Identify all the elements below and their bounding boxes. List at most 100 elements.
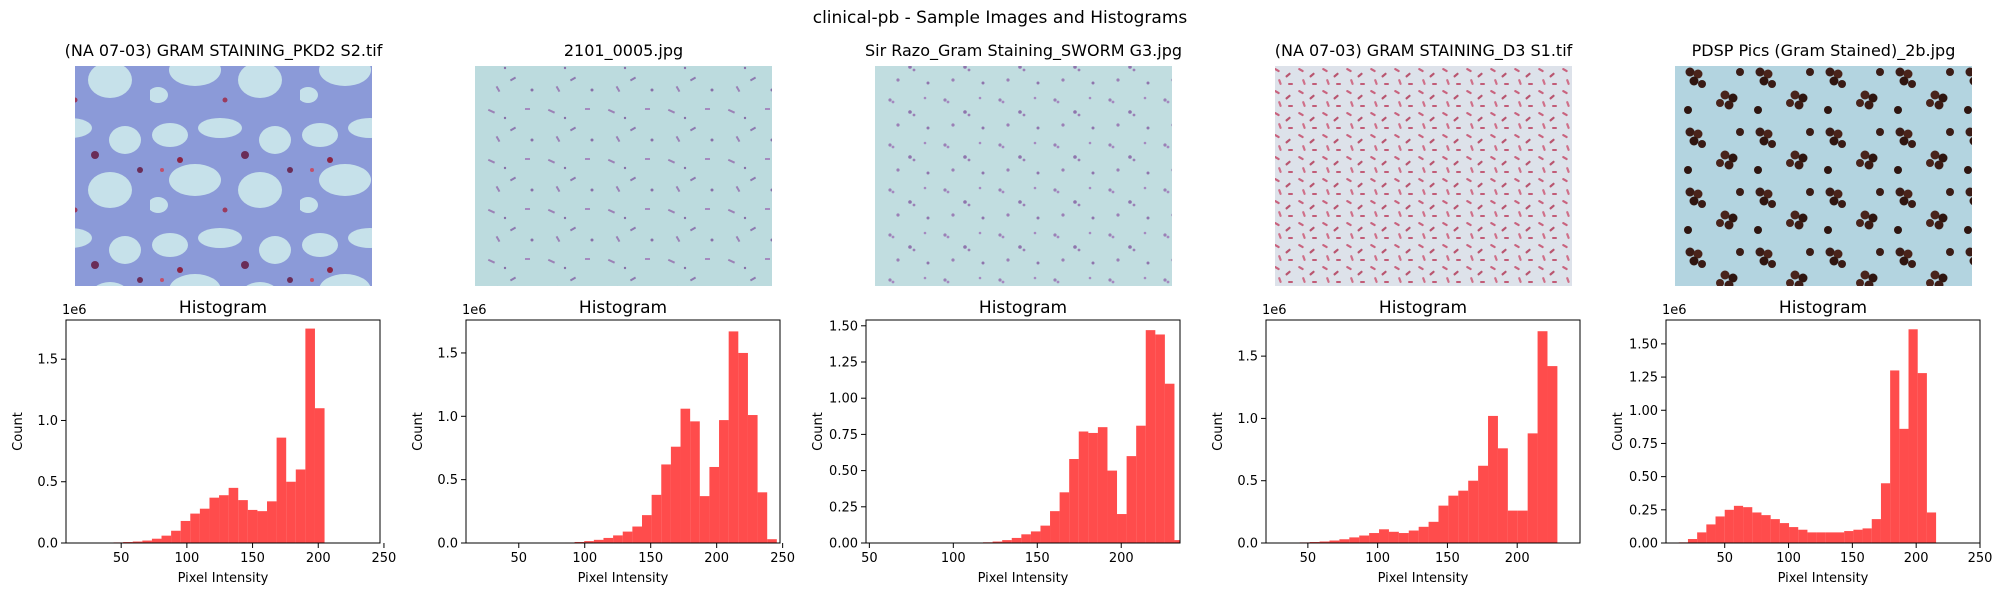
panel-4-histogram-bar — [1369, 533, 1380, 543]
panel-4-histogram-bar — [1339, 539, 1350, 543]
panel-4-x-tick-label: 200 — [1505, 551, 1530, 566]
panel-1-histogram-bar — [286, 481, 296, 543]
panel-1-y-tick-label: 1.5 — [37, 353, 58, 368]
panel-5-histogram-title: Histogram — [1779, 298, 1867, 318]
panel-2-histogram-title: Histogram — [579, 298, 667, 318]
panel-5-histogram-bar — [1724, 509, 1734, 543]
panel-5-histogram-bar — [1890, 370, 1900, 543]
panel-3-axes-frame — [865, 319, 1181, 544]
panel-2-x-axis-label: Pixel Intensity — [578, 571, 669, 586]
panel-5-x-tick-label: 200 — [1904, 551, 1929, 566]
panel-2-histogram-bar — [641, 515, 652, 543]
panel-2-x-tick-label: 250 — [770, 551, 795, 566]
panel-3-histogram-bar — [1002, 540, 1012, 543]
panel-3-histogram-bar — [1078, 431, 1089, 543]
panel-5-histogram-bar — [1807, 532, 1817, 543]
panel-1-x-tick-label: 200 — [306, 551, 331, 566]
panel-4-histogram-bar — [1527, 433, 1538, 543]
panel-2-histogram-bar — [593, 539, 604, 543]
panel-1-histogram-bar — [132, 541, 143, 543]
panel-2-histogram-bar — [632, 526, 642, 543]
panel-1-x-axis-label: Pixel Intensity — [178, 571, 269, 586]
panel-5-histogram-bar — [1770, 519, 1780, 543]
panel-1-histogram-bar — [190, 513, 200, 543]
panel-4-x-tick-label: 50 — [1300, 551, 1317, 566]
panel-4-sample-image — [1275, 66, 1572, 286]
panel-4-histogram-bar — [1329, 540, 1340, 543]
panel-2-axes-frame — [465, 319, 781, 544]
panel-2-y-tick-label: 1.5 — [437, 346, 458, 361]
panel-3-y-tick-label: 0.00 — [829, 537, 858, 552]
panel-3-y-tick-label: 0.25 — [829, 500, 858, 515]
panel-4-y-tick-label: 1.5 — [1237, 350, 1258, 365]
panel-2-histogram-bar — [757, 492, 768, 543]
panel-2-y-tick-label: 0.0 — [437, 537, 458, 552]
panel-5-y-tick-label: 0.25 — [1629, 503, 1658, 518]
panel-1-histogram-bar — [228, 487, 239, 543]
panel-1-offset-label: 1e6 — [62, 303, 87, 318]
panel-3-x-tick-label: 200 — [1109, 551, 1134, 566]
panel-2-y-tick-label: 0.5 — [437, 473, 458, 488]
panel-5-histogram-bar — [1880, 483, 1891, 543]
panel-4-histogram-bar — [1438, 505, 1449, 543]
panel-2-histogram-bar — [613, 535, 623, 543]
panel-5-x-tick-label: 100 — [1776, 551, 1801, 566]
panel-4-image-title: (NA 07-03) GRAM STAINING_D3 S1.tif — [1275, 41, 1573, 61]
panel-1-histogram-bar — [267, 501, 277, 543]
panel-1-histogram-bar — [161, 535, 172, 543]
panel-2-x-tick-label: 50 — [510, 551, 527, 566]
panel-5-histogram-bar — [1908, 329, 1918, 543]
panel-5-image-title: PDSP Pics (Gram Stained)_2b.jpg — [1692, 41, 1956, 61]
panel-5-histogram-bar — [1917, 373, 1927, 543]
panel-4-histogram-bar — [1349, 537, 1360, 543]
panel-5-x-tick-label: 250 — [1968, 551, 1993, 566]
panel-4-histogram-bar — [1537, 331, 1548, 543]
panel-4-histogram-bar — [1478, 465, 1489, 543]
panel-2-histogram-bar — [680, 408, 691, 543]
panel-5-histogram-bar — [1871, 519, 1881, 543]
panel-2-histogram-bar — [709, 466, 720, 543]
panel-2-offset-label: 1e6 — [462, 303, 487, 318]
panel-4-histogram-bar — [1418, 526, 1429, 543]
panel-3-histogram-bar — [1145, 330, 1156, 543]
panel-3-y-tick-label: 0.75 — [829, 428, 858, 443]
panel-5-y-tick-label: 1.25 — [1629, 371, 1658, 386]
panel-5-histogram-bar — [1798, 529, 1808, 543]
panel-4-x-axis-label: Pixel Intensity — [1378, 571, 1469, 586]
panel-1-histogram-bar — [314, 408, 325, 543]
panel-4-histogram-bar — [1388, 531, 1399, 543]
panel-4-histogram-bar — [1448, 495, 1459, 543]
panel-1-histogram-bar — [276, 437, 287, 543]
panel-5-histogram-bar — [1687, 539, 1698, 543]
panel-1-y-tick-label: 0.5 — [37, 475, 58, 490]
panel-5-histogram-bar — [1761, 515, 1771, 543]
panel-4-histogram-bar — [1458, 490, 1469, 543]
panel-1-axes-frame — [65, 319, 381, 544]
panel-2-x-tick-label: 100 — [572, 551, 597, 566]
panel-5-histogram-bar — [1779, 523, 1790, 543]
panel-3-histogram-bar — [1155, 334, 1165, 543]
panel-1-histogram-bar — [171, 530, 181, 543]
panel-2-histogram-bar — [574, 541, 585, 543]
panel-5-histogram-bar — [1816, 532, 1826, 543]
panel-1-y-tick-label: 0.0 — [37, 537, 58, 552]
panel-2-histogram-bar — [670, 446, 681, 543]
panel-5-histogram-bar — [1844, 531, 1854, 543]
panel-2-histogram-bar — [728, 331, 739, 543]
panel-4-x-tick-label: 150 — [1435, 551, 1460, 566]
panel-1-histogram-bar — [151, 538, 162, 543]
panel-2-histogram-bar — [651, 494, 662, 543]
panel-3-histogram-bar — [1164, 383, 1175, 543]
panel-3-x-axis-label: Pixel Intensity — [978, 571, 1069, 586]
panel-2-x-tick-label: 150 — [638, 551, 663, 566]
panel-2-sample-image — [475, 66, 772, 286]
panel-5-histogram-bar — [1862, 528, 1872, 543]
panel-5-x-tick-label: 50 — [1716, 551, 1733, 566]
panel-4-histogram-bar — [1319, 541, 1330, 543]
panel-1-x-tick-label: 250 — [372, 551, 397, 566]
panel-1-x-tick-label: 100 — [174, 551, 199, 566]
panel-5-histogram-bar — [1926, 512, 1937, 543]
panel-3-y-axis-label: Count — [811, 412, 826, 451]
panel-3-histogram-bar — [1040, 525, 1051, 543]
panel-1-y-tick-label: 1.0 — [37, 414, 58, 429]
